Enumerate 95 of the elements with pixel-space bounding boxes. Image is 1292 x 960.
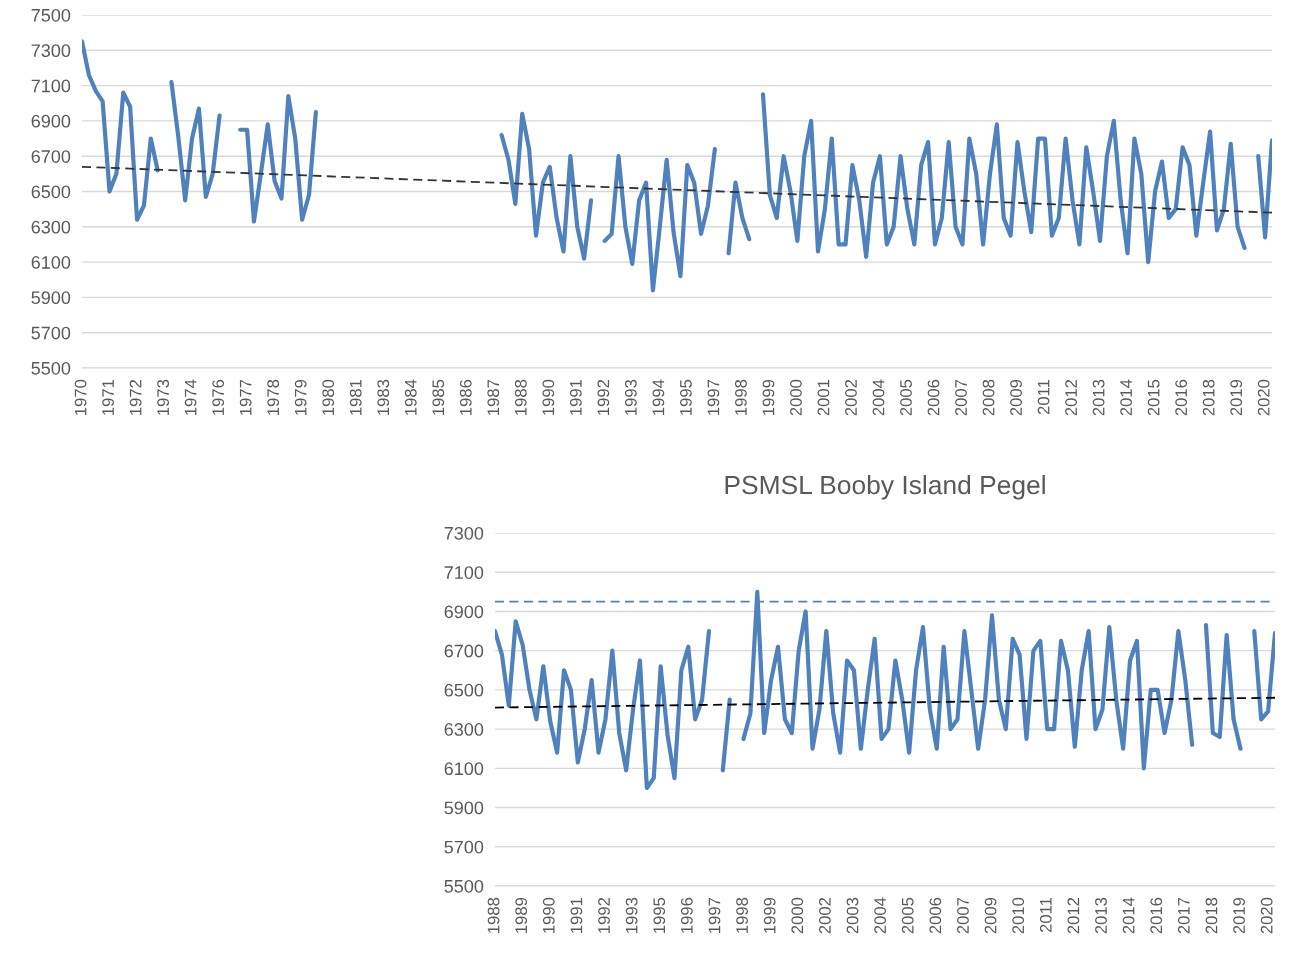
x-tick-label: 1997 <box>708 897 721 933</box>
x-tick-label: 2010 <box>1012 897 1025 934</box>
x-tick-label: 2007 <box>955 379 967 416</box>
x-tick-label: 1995 <box>653 897 666 933</box>
x-tick-label: 2002 <box>845 379 857 416</box>
x-tick-label: 1991 <box>570 897 583 933</box>
x-tick-label: 2011 <box>1039 897 1052 933</box>
y-tick-label: 7500 <box>31 8 71 22</box>
y-tick-label: 6900 <box>444 605 484 619</box>
x-tick-label: 2019 <box>1233 897 1245 934</box>
x-tick-label: 1990 <box>542 897 555 933</box>
x-tick-label: 1978 <box>267 379 280 415</box>
x-tick-label: 2006 <box>927 379 940 416</box>
x-tick-label: 2009 <box>984 897 997 934</box>
x-tick-label: 2005 <box>900 379 912 416</box>
x-tick-label: 2006 <box>929 897 942 934</box>
x-tick-label: 2016 <box>1150 897 1163 934</box>
x-tick-label: 2002 <box>819 897 831 934</box>
x-tick-label: 2014 <box>1122 897 1135 934</box>
x-tick-label: 2001 <box>817 379 830 416</box>
x-tick-label: 1999 <box>763 897 776 933</box>
x-tick-label: 1988 <box>514 379 527 415</box>
x-tick-label: 2015 <box>1147 379 1160 416</box>
x-tick-label: 2016 <box>1175 379 1188 416</box>
x-tick-label: 1989 <box>515 897 528 933</box>
x-tick-label: 2014 <box>1120 379 1133 416</box>
x-tick-label: 2011 <box>1037 379 1050 415</box>
x-tick-label: 2008 <box>982 379 995 416</box>
x-tick-label: 1971 <box>102 379 114 415</box>
x-tick-label: 2018 <box>1202 379 1215 416</box>
x-tick-label: 2012 <box>1065 379 1077 416</box>
y-tick-label: 5900 <box>31 291 71 305</box>
y-tick-label: 5500 <box>444 879 484 893</box>
x-tick-label: 1973 <box>157 379 170 415</box>
x-tick-label: 1985 <box>432 379 445 415</box>
x-tick-label: 2019 <box>1230 379 1243 416</box>
x-tick-label: 1983 <box>377 379 390 415</box>
x-tick-label: 1987 <box>487 379 500 415</box>
y-tick-label: 5700 <box>31 326 71 340</box>
y-tick-label: 6900 <box>31 114 71 128</box>
y-tick-label: 6700 <box>31 150 71 163</box>
y-tick-label: 7300 <box>444 526 484 540</box>
chart-title: PSMSL Booby Island Pegel <box>725 474 1045 500</box>
y-tick-label: 6300 <box>31 220 71 234</box>
x-tick-label: 1993 <box>625 897 638 933</box>
x-tick-label: 2013 <box>1095 897 1107 934</box>
y-tick-label: 5900 <box>444 801 484 815</box>
x-tick-label: 1998 <box>735 379 747 415</box>
y-tick-label: 6500 <box>444 683 484 697</box>
x-tick-label: 1997 <box>707 379 720 415</box>
x-tick-label: 1986 <box>459 379 472 415</box>
y-tick-label: 7300 <box>31 44 71 58</box>
x-tick-label: 2007 <box>957 897 969 934</box>
y-tick-label: 6300 <box>444 723 484 736</box>
x-tick-label: 1974 <box>184 379 197 415</box>
x-tick-label: 1994 <box>652 379 665 415</box>
x-tick-label: 2000 <box>790 379 802 416</box>
x-tick-label: 2020 <box>1257 379 1270 416</box>
x-tick-label: 1979 <box>294 379 307 415</box>
x-tick-label: 2012 <box>1067 897 1080 934</box>
y-tick-label: 6500 <box>31 185 71 199</box>
y-tick-label: 6100 <box>444 762 484 776</box>
x-tick-label: 2017 <box>1177 897 1190 934</box>
x-tick-label: 2005 <box>901 897 914 934</box>
x-tick-label: 1970 <box>74 379 87 415</box>
x-tick-label: 1977 <box>239 379 252 415</box>
x-tick-label: 1988 <box>487 897 500 933</box>
x-tick-label: 1995 <box>679 379 692 415</box>
x-tick-label: 1984 <box>404 379 417 415</box>
y-tick-label: 7100 <box>31 79 71 93</box>
x-tick-label: 1976 <box>212 379 225 415</box>
x-tick-label: 1990 <box>542 379 555 415</box>
x-tick-label: 2009 <box>1010 379 1022 416</box>
x-tick-label: 1991 <box>569 379 582 415</box>
y-tick-label: 6700 <box>444 644 484 658</box>
x-tick-label: 2018 <box>1205 897 1218 934</box>
x-tick-label: 1981 <box>349 379 362 415</box>
x-tick-label: 1999 <box>762 379 775 415</box>
x-tick-label: 1972 <box>129 379 142 415</box>
x-tick-label: 1998 <box>736 897 748 933</box>
y-tick-label: 6100 <box>31 256 71 269</box>
x-tick-label: 2020 <box>1260 897 1273 934</box>
x-tick-label: 1993 <box>624 379 637 415</box>
y-tick-label: 5500 <box>31 361 71 375</box>
x-tick-label: 2013 <box>1092 379 1105 416</box>
x-tick-label: 1996 <box>680 897 693 933</box>
x-tick-label: 2004 <box>874 897 887 934</box>
x-tick-label: 1992 <box>597 379 610 415</box>
x-tick-label: 2004 <box>872 379 885 416</box>
x-tick-label: 2003 <box>846 897 859 934</box>
x-tick-label: 1980 <box>322 379 335 415</box>
x-tick-label: 2000 <box>791 897 804 934</box>
y-tick-label: 7100 <box>444 566 484 579</box>
x-tick-label: 1992 <box>598 897 610 933</box>
y-tick-label: 5700 <box>444 840 484 854</box>
